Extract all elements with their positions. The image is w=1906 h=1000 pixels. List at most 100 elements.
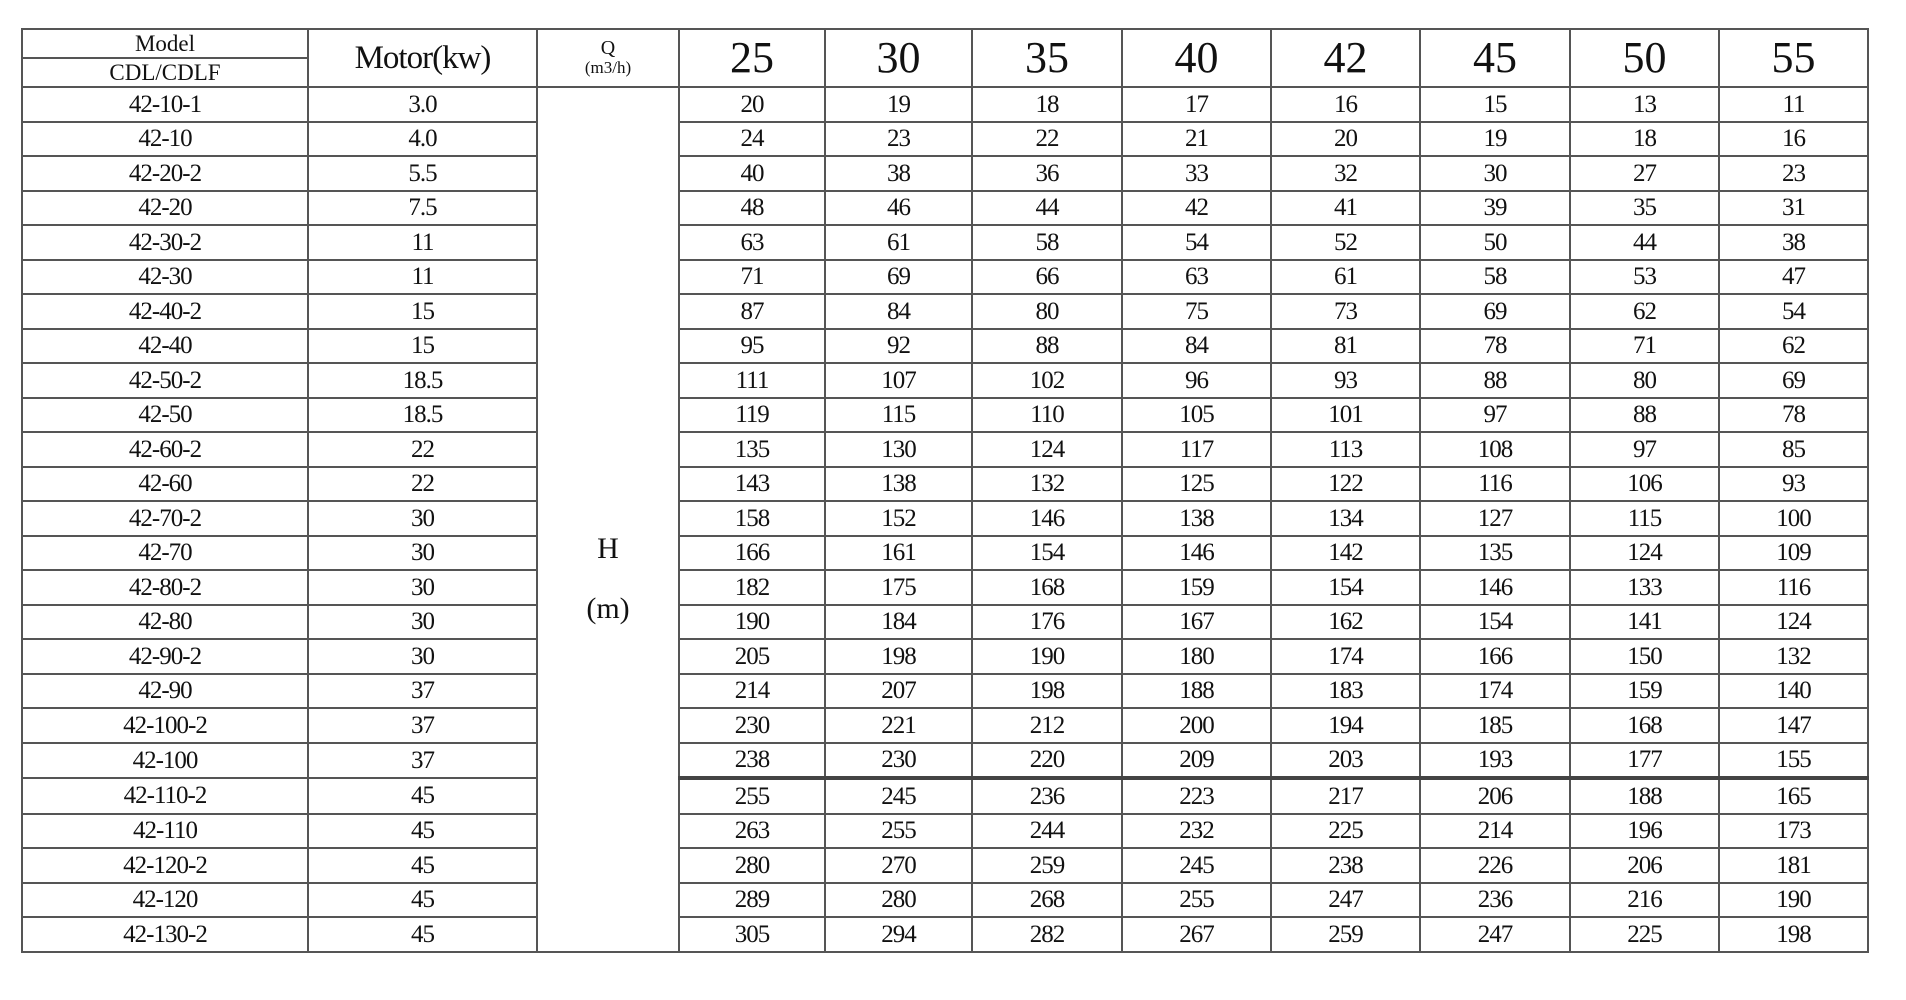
head-value-cell: 193 bbox=[1419, 741, 1571, 779]
head-value-cell: 143 bbox=[678, 465, 826, 502]
head-value-cell: 62 bbox=[1569, 293, 1720, 330]
head-value-cell: 54 bbox=[1718, 293, 1869, 330]
head-value-cell: 146 bbox=[1419, 569, 1571, 606]
head-value-cell: 130 bbox=[824, 431, 973, 468]
head-value-cell: 267 bbox=[1121, 916, 1272, 953]
model-cell: 42-110-2 bbox=[21, 777, 309, 815]
motor-cell: 4.0 bbox=[307, 120, 538, 157]
flow-column-header: 45 bbox=[1419, 28, 1571, 88]
head-value-cell: 110 bbox=[971, 396, 1123, 433]
head-value-cell: 214 bbox=[678, 672, 826, 709]
head-value-cell: 18 bbox=[971, 86, 1123, 123]
head-value-cell: 194 bbox=[1270, 707, 1421, 744]
model-cell: 42-120 bbox=[21, 881, 309, 918]
motor-cell: 30 bbox=[307, 500, 538, 537]
head-value-cell: 48 bbox=[678, 189, 826, 226]
motor-cell: 45 bbox=[307, 812, 538, 849]
motor-cell: 30 bbox=[307, 569, 538, 606]
model-cell: 42-40 bbox=[21, 327, 309, 364]
head-value-cell: 58 bbox=[971, 224, 1123, 261]
head-value-cell: 280 bbox=[824, 881, 973, 918]
head-value-cell: 166 bbox=[678, 534, 826, 571]
head-value-cell: 113 bbox=[1270, 431, 1421, 468]
head-value-cell: 230 bbox=[824, 741, 973, 779]
motor-cell: 37 bbox=[307, 707, 538, 744]
head-value-cell: 27 bbox=[1569, 155, 1720, 192]
motor-cell: 22 bbox=[307, 465, 538, 502]
head-value-cell: 238 bbox=[1270, 847, 1421, 884]
head-value-cell: 206 bbox=[1569, 847, 1720, 884]
head-value-cell: 190 bbox=[678, 603, 826, 640]
head-value-cell: 124 bbox=[1718, 603, 1869, 640]
head-value-cell: 109 bbox=[1718, 534, 1869, 571]
table-row: 42-10 4.0 24 23 22 21 20 19 18 16 bbox=[21, 120, 1869, 157]
head-value-cell: 247 bbox=[1419, 916, 1571, 953]
motor-cell: 30 bbox=[307, 603, 538, 640]
series-header: CDL/CDLF bbox=[109, 60, 221, 85]
head-value-cell: 247 bbox=[1270, 881, 1421, 918]
head-value-cell: 168 bbox=[971, 569, 1123, 606]
head-value-cell: 22 bbox=[971, 120, 1123, 157]
head-value-cell: 39 bbox=[1419, 189, 1571, 226]
table-row: 42-90 37 214 207 198 188 183 174 159 140 bbox=[21, 672, 1869, 709]
head-value-cell: 138 bbox=[1121, 500, 1272, 537]
head-value-cell: 36 bbox=[971, 155, 1123, 192]
head-value-cell: 173 bbox=[1718, 812, 1869, 849]
head-value-cell: 92 bbox=[824, 327, 973, 364]
head-value-cell: 161 bbox=[824, 534, 973, 571]
head-value-cell: 61 bbox=[1270, 258, 1421, 295]
head-value-cell: 102 bbox=[971, 362, 1123, 399]
head-value-cell: 58 bbox=[1419, 258, 1571, 295]
head-value-cell: 154 bbox=[1419, 603, 1571, 640]
head-value-cell: 85 bbox=[1718, 431, 1869, 468]
table-row: 42-50-2 18.5 111 107 102 96 93 88 80 69 bbox=[21, 362, 1869, 399]
head-value-cell: 16 bbox=[1270, 86, 1421, 123]
motor-cell: 18.5 bbox=[307, 362, 538, 399]
head-value-cell: 216 bbox=[1569, 881, 1720, 918]
head-value-cell: 17 bbox=[1121, 86, 1272, 123]
head-value-cell: 205 bbox=[678, 638, 826, 675]
model-cell: 42-70 bbox=[21, 534, 309, 571]
head-value-cell: 116 bbox=[1718, 569, 1869, 606]
head-value-cell: 135 bbox=[1419, 534, 1571, 571]
model-cell: 42-90 bbox=[21, 672, 309, 709]
head-value-cell: 183 bbox=[1270, 672, 1421, 709]
head-value-cell: 255 bbox=[1121, 881, 1272, 918]
motor-cell: 45 bbox=[307, 777, 538, 815]
head-value-cell: 116 bbox=[1419, 465, 1571, 502]
head-value-cell: 289 bbox=[678, 881, 826, 918]
head-value-cell: 158 bbox=[678, 500, 826, 537]
head-value-cell: 152 bbox=[824, 500, 973, 537]
head-value-cell: 184 bbox=[824, 603, 973, 640]
flow-header-cell: Q (m3/h) bbox=[536, 28, 680, 88]
table-row: 42-110-2 45 255 245 236 223 217 206 188 165 bbox=[21, 776, 1869, 815]
head-value-cell: 245 bbox=[1121, 847, 1272, 884]
head-value-cell: 200 bbox=[1121, 707, 1272, 744]
head-value-cell: 18 bbox=[1569, 120, 1720, 157]
head-value-cell: 259 bbox=[971, 847, 1123, 884]
head-value-cell: 97 bbox=[1419, 396, 1571, 433]
table-row: 42-40-2 15 87 84 80 75 73 69 62 54 bbox=[21, 293, 1869, 330]
head-value-cell: 71 bbox=[1569, 327, 1720, 364]
table-row: 42-130-2 45 305 294 282 267 259 247 225 198 bbox=[21, 916, 1869, 953]
head-value-cell: 69 bbox=[1718, 362, 1869, 399]
table-row: 42-20 7.5 48 46 44 42 41 39 35 31 bbox=[21, 189, 1869, 226]
head-value-cell: 88 bbox=[971, 327, 1123, 364]
motor-cell: 11 bbox=[307, 224, 538, 261]
flow-column-header: 25 bbox=[678, 28, 826, 88]
table-row: 42-120 45 289 280 268 255 247 236 216 190 bbox=[21, 881, 1869, 918]
head-value-cell: 244 bbox=[971, 812, 1123, 849]
motor-cell: 45 bbox=[307, 881, 538, 918]
head-value-cell: 270 bbox=[824, 847, 973, 884]
head-value-cell: 238 bbox=[678, 741, 826, 779]
head-value-cell: 80 bbox=[971, 293, 1123, 330]
table-row: 42-40 15 95 92 88 84 81 78 71 62 bbox=[21, 327, 1869, 364]
head-value-cell: 140 bbox=[1718, 672, 1869, 709]
head-value-cell: 24 bbox=[678, 120, 826, 157]
head-value-cell: 168 bbox=[1569, 707, 1720, 744]
head-value-cell: 95 bbox=[678, 327, 826, 364]
head-value-cell: 124 bbox=[1569, 534, 1720, 571]
head-value-cell: 19 bbox=[824, 86, 973, 123]
motor-cell: 5.5 bbox=[307, 155, 538, 192]
head-value-cell: 23 bbox=[1718, 155, 1869, 192]
